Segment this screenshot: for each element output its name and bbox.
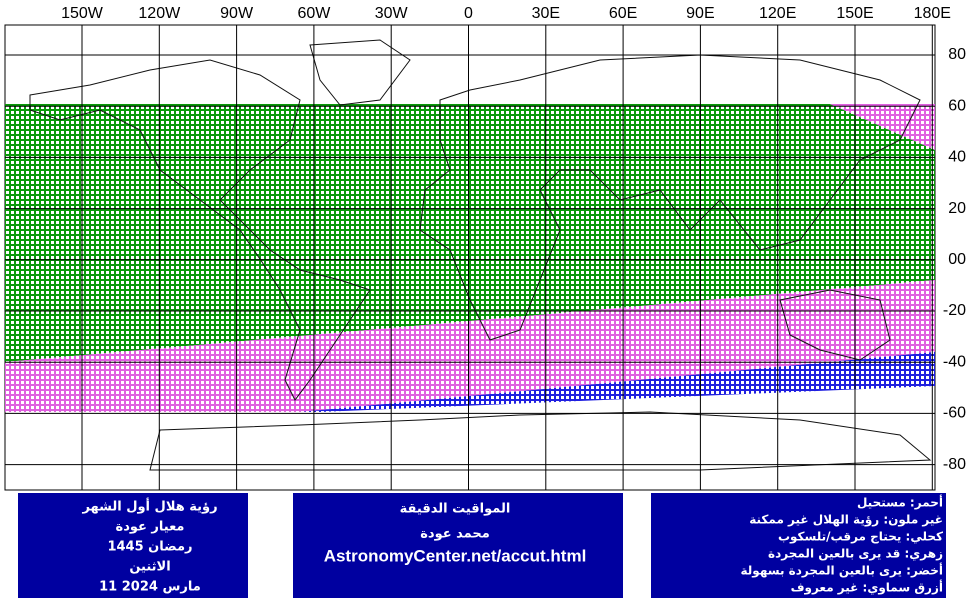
- legend-box: [651, 493, 946, 598]
- legend-line: كحلي: يحتاج مرقب/تلسكوب: [778, 530, 943, 545]
- lat-label: -80: [943, 456, 966, 473]
- lat-label: -40: [943, 353, 966, 370]
- lat-label: -60: [943, 405, 966, 422]
- box-line: رمضان 1445: [107, 540, 192, 555]
- lon-label: 60E: [609, 5, 637, 22]
- lon-label: 180E: [914, 5, 951, 22]
- lat-label: 60: [948, 97, 966, 114]
- coastlines: [29, 39, 932, 471]
- info-box-left: [18, 493, 248, 598]
- box-line: محمد عودة: [420, 527, 490, 542]
- legend-line: أزرق سماوي: غير معروف: [791, 580, 943, 596]
- lat-label: 00: [948, 251, 966, 268]
- legend-line: أحمر: مستحيل: [857, 495, 943, 510]
- zone-pink: [830, 104, 935, 150]
- lon-label: 150E: [836, 5, 873, 22]
- box-line: معيار عودة: [116, 520, 185, 535]
- zone-green: [5, 104, 935, 362]
- legend-line: غير ملون: رؤية الهلال غير ممكنة: [749, 513, 943, 528]
- lon-label: 60W: [297, 5, 331, 22]
- lon-label: 30E: [532, 5, 560, 22]
- box-line: 11 مارس 2024: [99, 580, 201, 595]
- box-line: المواقيت الدقيقة: [400, 502, 511, 517]
- lat-label: 80: [948, 46, 966, 63]
- lon-label: 150W: [61, 5, 104, 22]
- box-line: رؤية هلال أول الشهر: [81, 498, 217, 515]
- lat-label: 40: [948, 149, 966, 166]
- lat-label: -20: [943, 302, 966, 319]
- legend-line: زهري: قد يرى بالعين المجردة: [768, 547, 943, 561]
- lat-label: 20: [948, 200, 966, 217]
- box-line: AstronomyCenter.net/accut.html: [324, 546, 587, 565]
- lon-label: 90W: [220, 5, 254, 22]
- zone-blue: [300, 352, 935, 412]
- lon-label: 120E: [759, 5, 796, 22]
- lon-label: 30W: [375, 5, 409, 22]
- lon-label: 120W: [138, 5, 181, 22]
- legend-line: أخضر: يرى بالعين المجردة بسهولة: [741, 563, 943, 579]
- box-line: الاثنين: [129, 560, 170, 575]
- info-box-middle: [293, 493, 623, 598]
- lon-label: 90E: [686, 5, 714, 22]
- lon-label: 0: [464, 5, 473, 22]
- zone-pink: [5, 280, 935, 412]
